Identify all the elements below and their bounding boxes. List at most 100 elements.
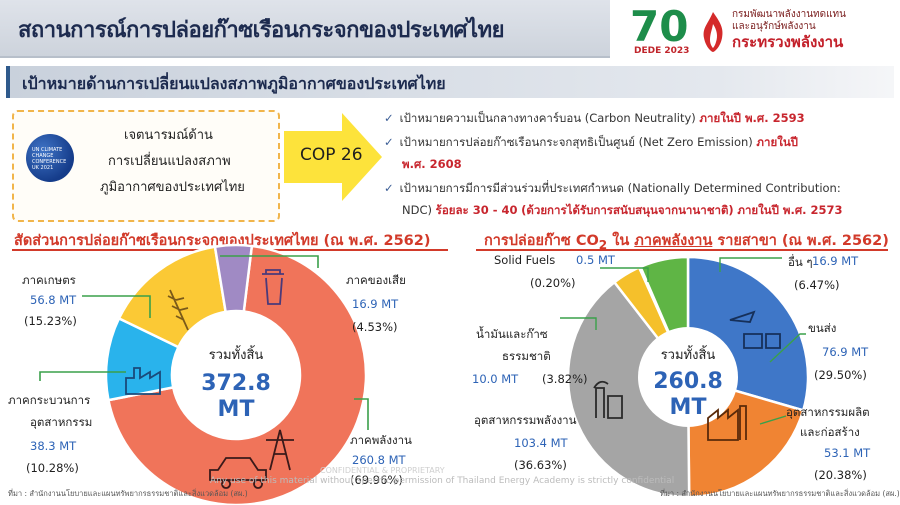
pledge-line-3: ภูมิอากาศของประเทศไทย bbox=[100, 180, 245, 195]
watermark-text: Any use of this material without specifi… bbox=[210, 476, 675, 486]
pledge-box: UN CLIMATE CHANGE CONFERENCE UK 2021 bbox=[12, 110, 280, 222]
slice-pct-waste: (4.53%) bbox=[352, 320, 398, 334]
pie-slice bbox=[566, 280, 691, 499]
slice-pct-transport: (29.50%) bbox=[814, 368, 867, 382]
transport-icon bbox=[729, 310, 781, 349]
leader-line bbox=[354, 398, 369, 430]
target-section-bar: เป้าหมายด้านการเปลี่ยนแปลงสภาพภูมิอากาศข… bbox=[6, 66, 894, 98]
check-icon: ✓ bbox=[384, 135, 394, 149]
goal-3-text: เป้าหมายการมีการมีส่วนร่วมที่ประเทศกำหนด… bbox=[399, 181, 841, 195]
right-center-value: 260.8 bbox=[653, 369, 723, 394]
factory-icon bbox=[125, 367, 161, 395]
leader-line bbox=[220, 255, 319, 268]
slice-label-ippu-1: ภาคกระบวนการ bbox=[8, 393, 91, 407]
slice-label-oil-gas-2: ธรรมชาติ bbox=[502, 349, 551, 363]
slice-pct-energy-industry: (36.63%) bbox=[514, 458, 567, 472]
leader-line bbox=[719, 257, 782, 272]
wheat-icon bbox=[167, 289, 189, 331]
left-center-value: 372.8 bbox=[201, 371, 271, 396]
leader-line bbox=[560, 317, 597, 330]
slice-value-energy: 260.8 MT bbox=[352, 453, 406, 467]
goal-ndc: ✓ เป้าหมายการมีการมีส่วนร่วมที่ประเทศกำหน… bbox=[384, 180, 841, 198]
right-chart-title: การปล่อยก๊าซ CO2 ใน ภาคพลังงาน รายสาขา (… bbox=[484, 229, 889, 252]
trash-icon bbox=[262, 269, 284, 305]
ministry-line-3: กระทรวงพลังงาน bbox=[732, 33, 844, 51]
target-section-title: เป้าหมายด้านการเปลี่ยนแปลงสภาพภูมิอากาศข… bbox=[22, 74, 446, 93]
slice-label-others: อื่น ๆ bbox=[788, 255, 813, 269]
right-title-part-3: รายสาขา (ณ พ.ศ. 2562) bbox=[712, 233, 889, 249]
slice-value-agriculture: 56.8 MT bbox=[30, 293, 77, 307]
goal-2-year-a: ภายในปี bbox=[756, 135, 798, 149]
ministry-flame-icon bbox=[703, 12, 723, 52]
slice-value-oil-gas: 10.0 MT bbox=[472, 372, 519, 386]
slice-pct-oil-gas: (3.82%) bbox=[542, 372, 588, 386]
ministry-name: กรมพัฒนาพลังงานทดแทน และอนุรักษ์พลังงาน … bbox=[732, 9, 898, 51]
left-chart-title: สัดส่วนการปล่อยก๊าซเรือนกระจกของประเทศไท… bbox=[14, 233, 431, 249]
right-title-sub: 2 bbox=[598, 237, 608, 252]
slice-pct-agriculture: (15.23%) bbox=[24, 314, 77, 328]
slice-pct-others: (6.47%) bbox=[794, 278, 840, 292]
leader-line bbox=[769, 333, 806, 363]
goal-3-year: ภายในปี พ.ศ. 2573 bbox=[737, 203, 843, 217]
slice-pct-energy: (69.96%) bbox=[350, 473, 403, 487]
right-title-part-1: การปล่อยก๊าซ CO bbox=[484, 233, 599, 249]
left-center-unit: MT bbox=[217, 397, 255, 422]
ministry-line-1: กรมพัฒนาพลังงานทดแทน bbox=[732, 9, 846, 20]
cop26-arrow: COP 26 bbox=[284, 111, 384, 203]
page-title: สถานการณ์การปล่อยก๊าซเรือนกระจกของประเทศ… bbox=[18, 18, 504, 43]
right-title-underlined: ภาคพลังงาน bbox=[634, 233, 713, 249]
goal-3-mid: (ด้วยการได้รับการสนับสนุนจากนานาชาติ) bbox=[521, 203, 734, 217]
pie-slice bbox=[106, 244, 368, 505]
slice-label-manufacturing-2: และก่อสร้าง bbox=[800, 425, 860, 439]
slice-value-energy-industry: 103.4 MT bbox=[514, 436, 568, 450]
ministry-line-2: และอนุรักษ์พลังงาน bbox=[732, 21, 816, 32]
cop26-label: COP 26 bbox=[300, 145, 363, 165]
slice-value-manufacturing: 53.1 MT bbox=[824, 446, 871, 460]
car-icon bbox=[209, 457, 267, 489]
goal-2-text: เป้าหมายการปล่อยก๊าซเรือนกระจกสุทธิเป็นศ… bbox=[399, 135, 753, 149]
right-title-underline bbox=[476, 249, 888, 251]
right-center-unit: MT bbox=[669, 395, 707, 420]
goal-carbon-neutral: ✓ เป้าหมายความเป็นกลางทางคาร์บอน (Carbon … bbox=[384, 110, 805, 128]
pledge-line-1: เจตนารมณ์ด้าน bbox=[124, 128, 213, 143]
slice-label-waste: ภาคของเสีย bbox=[346, 273, 406, 287]
slice-pct-solid-fuels: (0.20%) bbox=[530, 276, 576, 290]
pledge-line-2: การเปลี่ยนแปลงสภาพ bbox=[108, 154, 231, 169]
left-center-label: รวมทั้งสิ้น bbox=[208, 348, 264, 363]
check-icon: ✓ bbox=[384, 111, 394, 125]
goal-2-year-b: พ.ศ. 2608 bbox=[402, 157, 462, 171]
slice-label-energy: ภาคพลังงาน bbox=[350, 433, 412, 447]
slice-label-solid-fuels: Solid Fuels bbox=[494, 253, 556, 267]
leader-line bbox=[600, 267, 649, 282]
goal-net-zero: ✓ เป้าหมายการปล่อยก๊าซเรือนกระจกสุทธิเป็น… bbox=[384, 134, 798, 152]
footer-source-right: ที่มา : สำนักงานนโยบายและแผนทรัพยากรธรรม… bbox=[660, 489, 900, 498]
goal-1-text: เป้าหมายความเป็นกลางทางคาร์บอน (Carbon N… bbox=[399, 111, 696, 125]
dede-70-logo: 70 DEDE 2023 bbox=[628, 2, 694, 58]
footer-source-left: ที่มา : สำนักงานนโยบายและแผนทรัพยากรธรรม… bbox=[8, 489, 248, 498]
slice-value-waste: 16.9 MT bbox=[352, 297, 399, 311]
pie-center-disc bbox=[638, 327, 738, 427]
slice-value-solid-fuels: 0.5 MT bbox=[576, 253, 615, 267]
goal-ndc-cont: NDC) ร้อยละ 30 - 40 (ด้วยการได้รับการสนั… bbox=[402, 202, 843, 220]
slice-label-energy-industry: อุตสาหกรรมพลังงาน bbox=[474, 413, 577, 427]
cop26-logo-text: UN CLIMATE CHANGE CONFERENCE UK 2021 bbox=[32, 147, 67, 171]
right-title-part-2: ใน bbox=[607, 233, 635, 249]
slice-value-transport: 76.9 MT bbox=[822, 345, 869, 359]
goal-3-text-2: NDC) bbox=[402, 203, 432, 217]
logo-70-text: 70 bbox=[630, 2, 689, 51]
slice-label-transport: ขนส่ง bbox=[808, 321, 837, 335]
leader-line bbox=[759, 415, 787, 425]
slice-label-manufacturing-1: อุตสาหกรรมผลิต bbox=[786, 405, 870, 419]
leader-line bbox=[82, 295, 151, 318]
pie-slice bbox=[213, 243, 254, 314]
check-icon: ✓ bbox=[384, 181, 394, 195]
arrow-icon bbox=[284, 113, 382, 201]
slice-value-ippu: 38.3 MT bbox=[30, 439, 77, 453]
goal-1-year: ภายในปี พ.ศ. 2593 bbox=[699, 111, 805, 125]
slice-value-others: 16.9 MT bbox=[812, 254, 859, 268]
goal-3-pct: ร้อยละ 30 - 40 bbox=[435, 203, 518, 217]
logo-dede-text: DEDE 2023 bbox=[634, 46, 690, 56]
slice-label-oil-gas-1: น้ำมันและก๊าซ bbox=[476, 327, 548, 341]
